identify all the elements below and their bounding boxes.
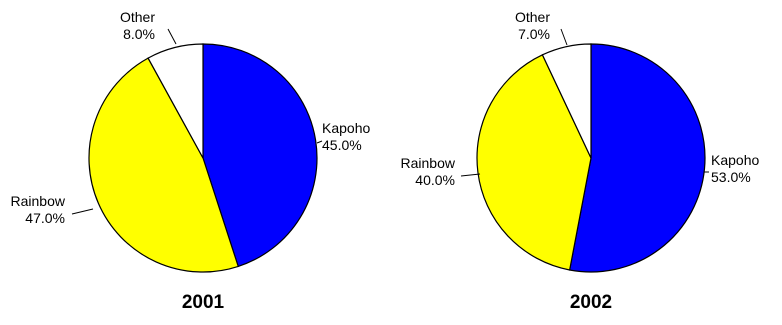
leader-line-rainbow bbox=[71, 208, 94, 215]
pie-slice-kapoho bbox=[202, 43, 318, 268]
slice-label-kapoho: Kapoho bbox=[322, 120, 370, 136]
pie-slice-other bbox=[541, 43, 592, 159]
slice-label-rainbow: Rainbow bbox=[401, 155, 456, 171]
slice-percent-other: 7.0% bbox=[518, 26, 550, 42]
slice-label-rainbow: Rainbow bbox=[11, 193, 66, 209]
slice-label-other: Other bbox=[515, 9, 550, 25]
slice-percent-kapoho: 45.0% bbox=[322, 137, 362, 153]
leader-line-other bbox=[560, 28, 568, 46]
slice-percent-rainbow: 40.0% bbox=[415, 172, 455, 188]
pie-slice-rainbow bbox=[476, 54, 592, 271]
slice-percent-other: 8.0% bbox=[123, 26, 155, 42]
chart-title: 2002 bbox=[570, 292, 612, 313]
leader-line-kapoho bbox=[316, 140, 323, 144]
leader-line-other bbox=[167, 28, 177, 45]
slice-percent-kapoho: 53.0% bbox=[711, 169, 751, 185]
pie-slice-other bbox=[147, 43, 204, 159]
slice-percent-rainbow: 47.0% bbox=[25, 210, 65, 226]
leader-line-rainbow bbox=[460, 173, 481, 177]
pie-slice-rainbow bbox=[88, 57, 239, 273]
pie-slice-kapoho bbox=[568, 43, 706, 273]
slice-label-kapoho: Kapoho bbox=[711, 152, 759, 168]
chart-title: 2001 bbox=[182, 292, 225, 313]
slice-label-other: Other bbox=[120, 9, 155, 25]
